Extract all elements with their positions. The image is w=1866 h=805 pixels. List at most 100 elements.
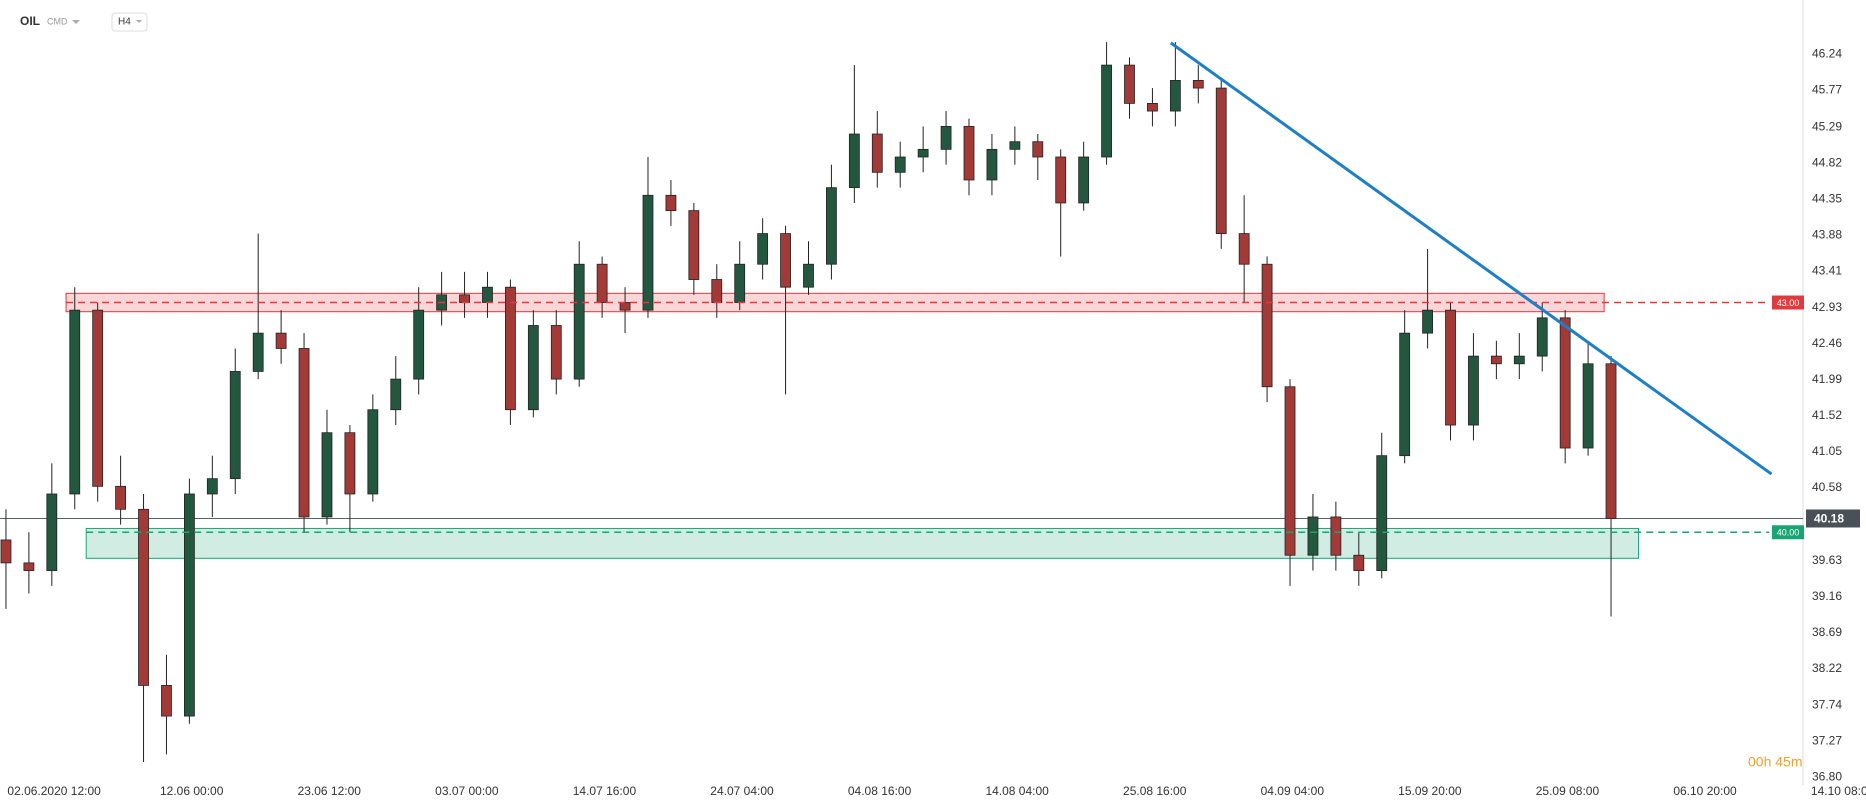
x-tick-label: 24.07 04:00 xyxy=(710,784,774,798)
x-tick-label: 04.08 16:00 xyxy=(848,784,912,798)
candle-body xyxy=(1032,141,1044,158)
candle-body xyxy=(550,325,562,380)
candle-body xyxy=(1330,516,1342,556)
candle-body xyxy=(573,263,585,380)
x-tick-label: 06.10 20:00 xyxy=(1673,784,1737,798)
y-tick-label: 40.58 xyxy=(1812,480,1842,494)
candle-body xyxy=(963,125,975,181)
countdown: 00h 45m xyxy=(1748,754,1802,770)
level-label-box xyxy=(1772,295,1804,310)
y-tick-label: 41.52 xyxy=(1812,408,1842,422)
candle-body xyxy=(367,409,379,495)
symbol[interactable]: OIL xyxy=(20,14,40,28)
candle-body xyxy=(1055,156,1067,204)
x-tick-label: 14.07 16:00 xyxy=(573,784,637,798)
candle-body xyxy=(252,332,264,372)
candle-body xyxy=(459,294,470,303)
candle-body xyxy=(757,233,769,265)
candle-body xyxy=(665,194,677,212)
y-tick-label: 44.35 xyxy=(1812,191,1842,205)
candle-body xyxy=(1468,355,1479,426)
y-tick-label: 36.80 xyxy=(1812,770,1842,784)
level-label: 43.00 xyxy=(1777,298,1800,308)
x-tick-label: 03.07 00:00 xyxy=(435,784,499,798)
candle-body xyxy=(92,309,104,487)
candle-body xyxy=(1559,317,1571,449)
timeframe[interactable]: H4 xyxy=(118,17,131,28)
candle-body xyxy=(688,210,700,280)
candle-body xyxy=(161,685,172,717)
candle-body xyxy=(986,148,998,181)
candle-body xyxy=(1376,455,1388,571)
x-tick-label: 12.06 00:00 xyxy=(160,784,224,798)
candle-body xyxy=(1147,102,1158,112)
candle-body xyxy=(321,432,333,518)
candle-body xyxy=(917,148,929,158)
candle-body xyxy=(1490,355,1502,365)
y-tick-label: 45.77 xyxy=(1812,83,1842,97)
candle-body xyxy=(115,485,127,510)
candle-body xyxy=(1536,317,1548,357)
candle-body xyxy=(1009,141,1021,150)
dropdown-arrow[interactable] xyxy=(136,20,142,23)
candle-body xyxy=(1261,263,1273,388)
candle-body xyxy=(1399,332,1411,457)
candle-body xyxy=(619,302,631,311)
candle-body xyxy=(275,332,287,349)
candle-body xyxy=(1192,80,1204,89)
candle-body xyxy=(1078,156,1090,204)
candle-body xyxy=(505,286,516,411)
candle-body xyxy=(1169,80,1181,112)
candle-body xyxy=(1238,233,1250,265)
candle-body xyxy=(344,432,356,495)
candle-body xyxy=(596,263,608,303)
candle-body xyxy=(23,562,35,571)
candle-body xyxy=(1353,554,1365,571)
y-tick-label: 41.99 xyxy=(1812,372,1842,386)
level-label: 40.00 xyxy=(1777,528,1800,538)
candle-body xyxy=(527,325,539,411)
y-tick-label: 38.69 xyxy=(1812,625,1842,639)
candle-body xyxy=(826,187,837,265)
candle-body xyxy=(229,371,241,480)
y-tick-label: 42.93 xyxy=(1812,300,1842,314)
x-tick-label: 25.08 16:00 xyxy=(1123,784,1187,798)
y-tick-label: 46.24 xyxy=(1812,47,1842,61)
level-label-box xyxy=(1772,525,1804,540)
candle-body xyxy=(1124,64,1135,104)
candle-body xyxy=(1513,355,1525,365)
candle-body xyxy=(183,493,195,717)
x-tick-label: 25.09 08:00 xyxy=(1536,784,1600,798)
candle-body xyxy=(711,279,723,303)
candle-body xyxy=(734,263,746,303)
candle-body xyxy=(894,156,906,173)
candle-body xyxy=(940,125,952,150)
candle-body xyxy=(298,348,310,518)
timeframe-box[interactable] xyxy=(111,12,148,32)
dropdown-arrow[interactable] xyxy=(72,20,80,24)
x-tick-label: 14.08 04:00 xyxy=(985,784,1049,798)
market: CMD xyxy=(47,16,68,26)
candle-body xyxy=(46,493,58,571)
candle-body xyxy=(390,378,402,411)
candle-body xyxy=(138,508,149,686)
y-tick-label: 37.27 xyxy=(1812,734,1842,748)
y-tick-label: 37.74 xyxy=(1812,698,1842,712)
candle-body xyxy=(848,133,860,189)
candle-body xyxy=(871,133,883,173)
y-tick-label: 44.82 xyxy=(1812,155,1842,169)
last-price-label: 40.18 xyxy=(1814,512,1844,526)
x-tick-label: 14.10 08:00 xyxy=(1811,784,1866,798)
candle-body xyxy=(69,309,81,495)
candle-body xyxy=(803,263,814,288)
candle-body xyxy=(642,194,654,311)
x-tick-label: 02.06.2020 12:00 xyxy=(7,784,101,798)
y-tick-label: 39.63 xyxy=(1812,553,1842,567)
y-tick-label: 42.46 xyxy=(1812,336,1842,350)
x-tick-label: 15.09 20:00 xyxy=(1398,784,1462,798)
candle-body xyxy=(0,539,12,564)
candle-body xyxy=(413,309,425,380)
candle-body xyxy=(1605,363,1617,519)
